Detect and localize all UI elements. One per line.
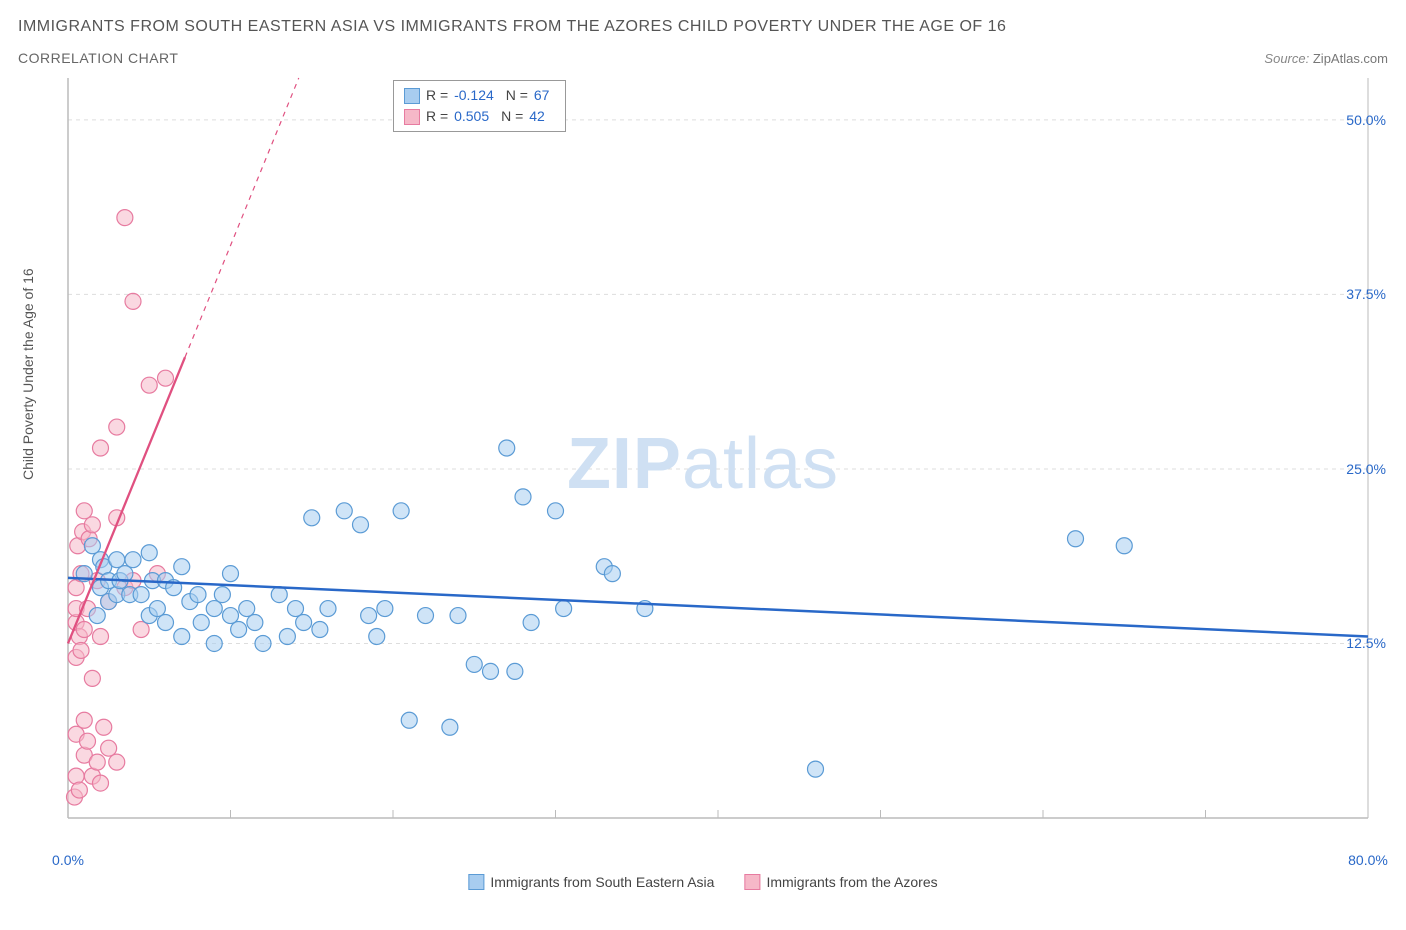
correlation-legend: R = -0.124 N = 67 R = 0.505 N = 42 (393, 80, 566, 132)
y-tick-label: 37.5% (1346, 286, 1386, 302)
y-tick-label: 12.5% (1346, 635, 1386, 651)
source-label: Source: (1264, 51, 1309, 66)
bottom-legend: Immigrants from South Eastern Asia Immig… (468, 874, 937, 890)
legend-r: R = -0.124 (426, 85, 500, 106)
legend-row: R = 0.505 N = 42 (404, 106, 555, 127)
swatch-icon (468, 874, 484, 890)
source: Source: ZipAtlas.com (1264, 51, 1388, 66)
x-tick-label: 80.0% (1348, 852, 1388, 868)
source-value: ZipAtlas.com (1313, 51, 1388, 66)
swatch-icon (404, 88, 420, 104)
legend-label-2: Immigrants from the Azores (766, 874, 937, 890)
chart-area: Child Poverty Under the Age of 16 ZIPatl… (18, 70, 1388, 890)
legend-n: N = 67 (506, 85, 556, 106)
x-tick-label: 0.0% (52, 852, 84, 868)
legend-n: N = 42 (501, 106, 551, 127)
y-tick-label: 50.0% (1346, 112, 1386, 128)
legend-label-1: Immigrants from South Eastern Asia (490, 874, 714, 890)
swatch-icon (744, 874, 760, 890)
subtitle-row: CORRELATION CHART Source: ZipAtlas.com (18, 50, 1388, 66)
subtitle: CORRELATION CHART (18, 50, 178, 66)
swatch-icon (404, 109, 420, 125)
scatter-plot (18, 70, 1388, 860)
bottom-legend-item-1: Immigrants from South Eastern Asia (468, 874, 714, 890)
y-tick-label: 25.0% (1346, 461, 1386, 477)
legend-r: R = 0.505 (426, 106, 495, 127)
page-title: IMMIGRANTS FROM SOUTH EASTERN ASIA VS IM… (18, 18, 1388, 36)
y-axis-label: Child Poverty Under the Age of 16 (20, 268, 36, 480)
bottom-legend-item-2: Immigrants from the Azores (744, 874, 937, 890)
legend-row: R = -0.124 N = 67 (404, 85, 555, 106)
